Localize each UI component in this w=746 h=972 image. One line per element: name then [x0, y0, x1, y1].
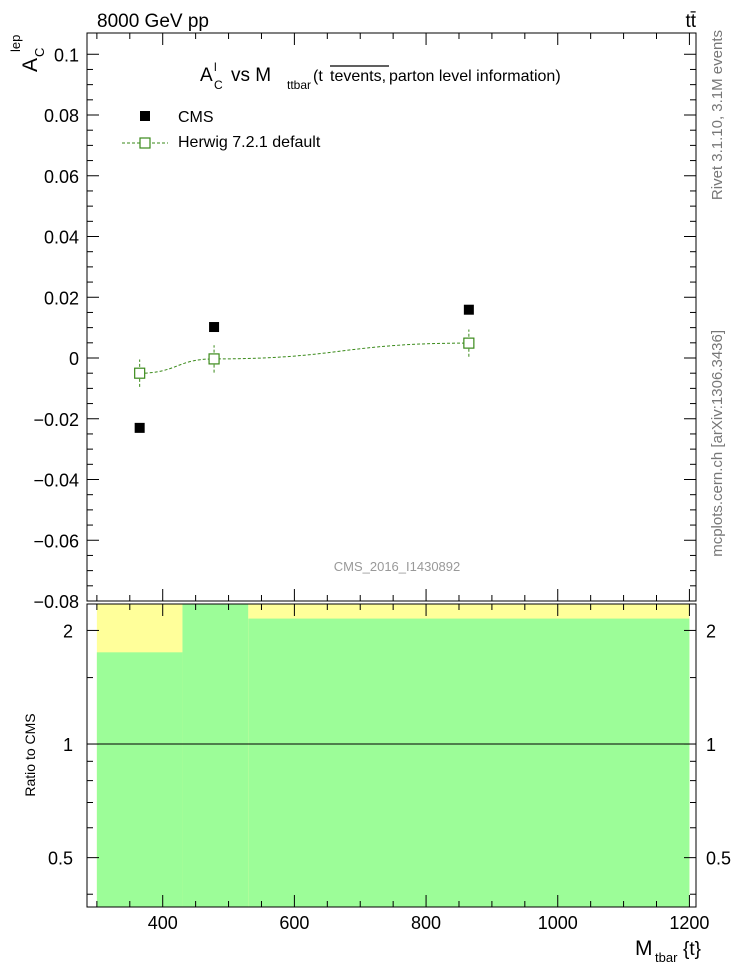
cms-point: [463, 304, 474, 315]
main-ytick-label: 0.08: [44, 106, 79, 126]
analysis-watermark: CMS_2016_I1430892: [334, 559, 461, 574]
ratio-ytick-label-right: 0.5: [706, 849, 731, 869]
main-ytick-label: 0.06: [44, 167, 79, 187]
energy-label: 8000 GeV pp: [97, 11, 209, 32]
herwig-line: [139, 342, 469, 374]
main-y-ticks: 0.1 0.08 0.06 0.04 0.02 0 −0.02 −0.04 −0.06 −0.08: [33, 45, 696, 612]
ratio-ytick-label-right: 1: [706, 735, 716, 755]
title-a-sub: C: [214, 78, 223, 92]
cms-point: [134, 422, 145, 433]
ratio-band-inner: [248, 618, 690, 907]
main-ytick-label: 0: [69, 349, 79, 369]
main-y-axis-label: A lep C: [8, 35, 47, 72]
main-frame: [86, 32, 697, 602]
herwig-point: [208, 353, 220, 365]
ratio-xtick-label: 800: [411, 913, 441, 933]
title-vs: vs M: [231, 65, 271, 86]
legend-herwig-marker: [139, 137, 151, 149]
x-axis-label: M tbar {t}: [635, 937, 701, 965]
ratio-frame: [86, 603, 697, 908]
main-ytick-label: 0.04: [44, 228, 79, 248]
ratio-xtick-label: 600: [279, 913, 309, 933]
title-m-sub: ttbar: [287, 78, 311, 92]
main-x-ticks: [96, 33, 690, 601]
ratio-y-axis-label: Ratio to CMS: [22, 713, 38, 796]
legend: CMS Herwig 7.2.1 default: [122, 109, 321, 151]
ratio-band-inner: [182, 604, 249, 907]
title-close: parton level information): [389, 68, 561, 85]
ratio-ytick-label-left: 2: [63, 621, 73, 641]
ratio-ytick-label-left: 1: [63, 735, 73, 755]
ylabel-sub: C: [32, 48, 47, 57]
rivet-label: Rivet 3.1.10, 3.1M events: [709, 30, 726, 200]
main-ytick-label: 0.1: [54, 45, 79, 65]
xlabel-rest: {t}: [683, 939, 701, 960]
ratio-bands: [96, 604, 690, 907]
ylabel-main: A: [19, 58, 42, 72]
main-series: [134, 304, 475, 433]
herwig-point: [134, 367, 146, 379]
xlabel-main: M: [635, 937, 653, 960]
main-ytick-label: 0.02: [44, 288, 79, 308]
ratio-xtick-label: 400: [148, 913, 178, 933]
main-ytick-label: −0.02: [33, 410, 79, 430]
ratio-y-ticks: 0.5 0.5 1 1 2 2: [48, 621, 731, 895]
main-panel: 0.1 0.08 0.06 0.04 0.02 0 −0.02 −0.04 −0.06 −0.08…: [8, 32, 697, 612]
ratio-ytick-label-left: 0.5: [48, 849, 73, 869]
xlabel-sub: tbar: [655, 950, 678, 965]
ratio-ytick-label-right: 2: [706, 621, 716, 641]
ratio-band-inner: [96, 652, 183, 907]
main-ytick-label: −0.04: [33, 471, 79, 491]
ylabel-sup: lep: [8, 35, 23, 52]
ratio-x-ticks: 400 600 800 1000 1200: [96, 604, 709, 933]
title-a: A: [200, 65, 213, 86]
main-ytick-label: −0.06: [33, 531, 79, 551]
chart-title: A l C vs M ttbar (t tevents, parton leve…: [200, 60, 561, 92]
title-open: (t: [313, 68, 323, 85]
ratio-xtick-label: 1200: [669, 913, 709, 933]
ratio-panel: 0.5 0.5 1 1 2 2 400 600 800 1000 1200 Ratio to CM…: [22, 603, 731, 965]
title-a-sup: l: [214, 60, 217, 74]
legend-cms-label: CMS: [178, 109, 214, 126]
main-ytick-label: −0.08: [33, 592, 79, 612]
process-label: tt̄: [685, 11, 696, 32]
legend-herwig-label: Herwig 7.2.1 default: [178, 134, 321, 151]
cms-point: [209, 322, 220, 333]
legend-cms-marker: [140, 111, 150, 121]
mcplots-label: mcplots.cern.ch [arXiv:1306.3436]: [709, 330, 726, 557]
ratio-xtick-label: 1000: [538, 913, 578, 933]
herwig-point: [463, 337, 475, 349]
title-overlined: tevents,: [330, 68, 386, 85]
